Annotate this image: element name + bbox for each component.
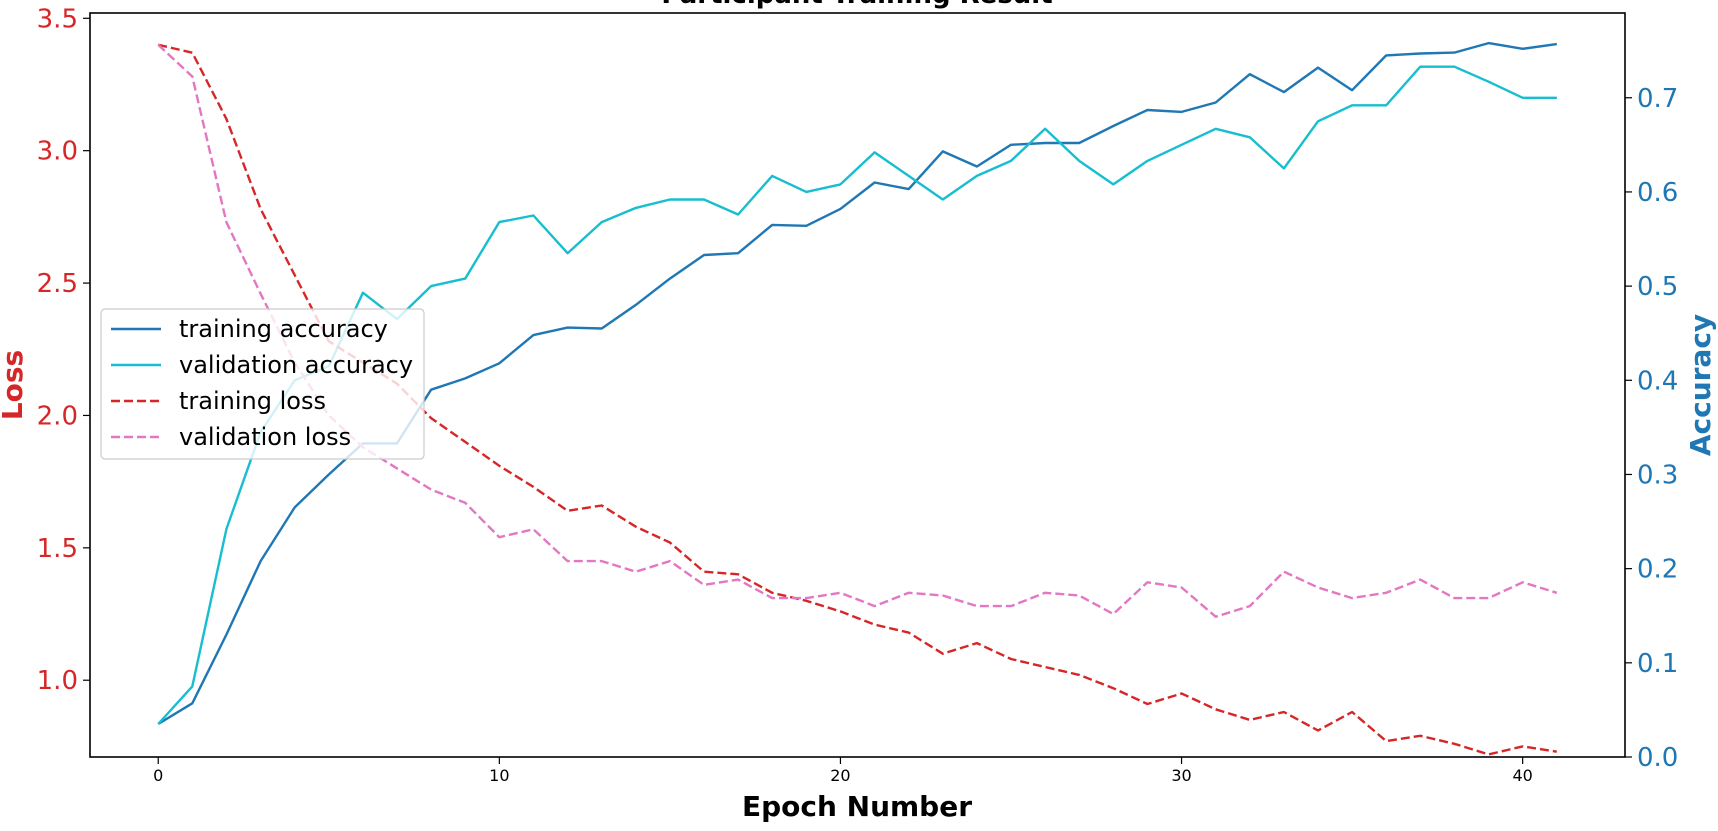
y-right-tick-label: 0.5 (1637, 272, 1678, 302)
y-right-tick-label: 0.2 (1637, 555, 1678, 585)
y-axis-right-label: Accuracy (1684, 314, 1717, 456)
x-axis-label: Epoch Number (742, 790, 972, 823)
legend: training accuracy validation accuracy trai… (100, 308, 425, 460)
y-left-tick-label: 1.0 (37, 666, 78, 696)
legend-label: validation accuracy (179, 351, 413, 379)
y-left-tick-label: 2.0 (37, 401, 78, 431)
y-right-tick-label: 0.3 (1637, 460, 1678, 490)
x-tick-label: 20 (830, 766, 850, 785)
x-tick-label: 40 (1512, 766, 1532, 785)
series-line-training-loss (157, 43, 1557, 756)
y-left-tick-label: 3.0 (37, 137, 78, 167)
y-right-tick-label: 0.0 (1637, 743, 1678, 773)
x-tick-label: 10 (489, 766, 509, 785)
chart-title: Participant Training Result (661, 0, 1052, 10)
legend-box (100, 308, 425, 460)
plot-frame (89, 12, 1626, 758)
x-tick-label: 0 (153, 766, 163, 785)
y-left-tick-label: 2.5 (37, 269, 78, 299)
axes-layer: 0 10 20 30 40 1.0 1.5 2.0 2.5 3.0 3.5 0.0 0.1 0.2 0.3 0… (37, 4, 1679, 785)
y-left-tick-label: 3.5 (37, 4, 78, 34)
y-axis-left-label: Loss (0, 350, 29, 420)
y-right-tick-label: 0.7 (1637, 84, 1678, 114)
y-right-tick-label: 0.6 (1637, 178, 1678, 208)
legend-label: validation loss (179, 423, 351, 451)
y-right-tick-label: 0.4 (1637, 366, 1678, 396)
y-left-tick-label: 1.5 (37, 534, 78, 564)
legend-label: training loss (179, 387, 326, 415)
x-tick-label: 30 (1171, 766, 1191, 785)
y-right-tick-label: 0.1 (1637, 649, 1678, 679)
series-line-validation-loss (157, 43, 1558, 618)
legend-label: training accuracy (179, 315, 388, 343)
